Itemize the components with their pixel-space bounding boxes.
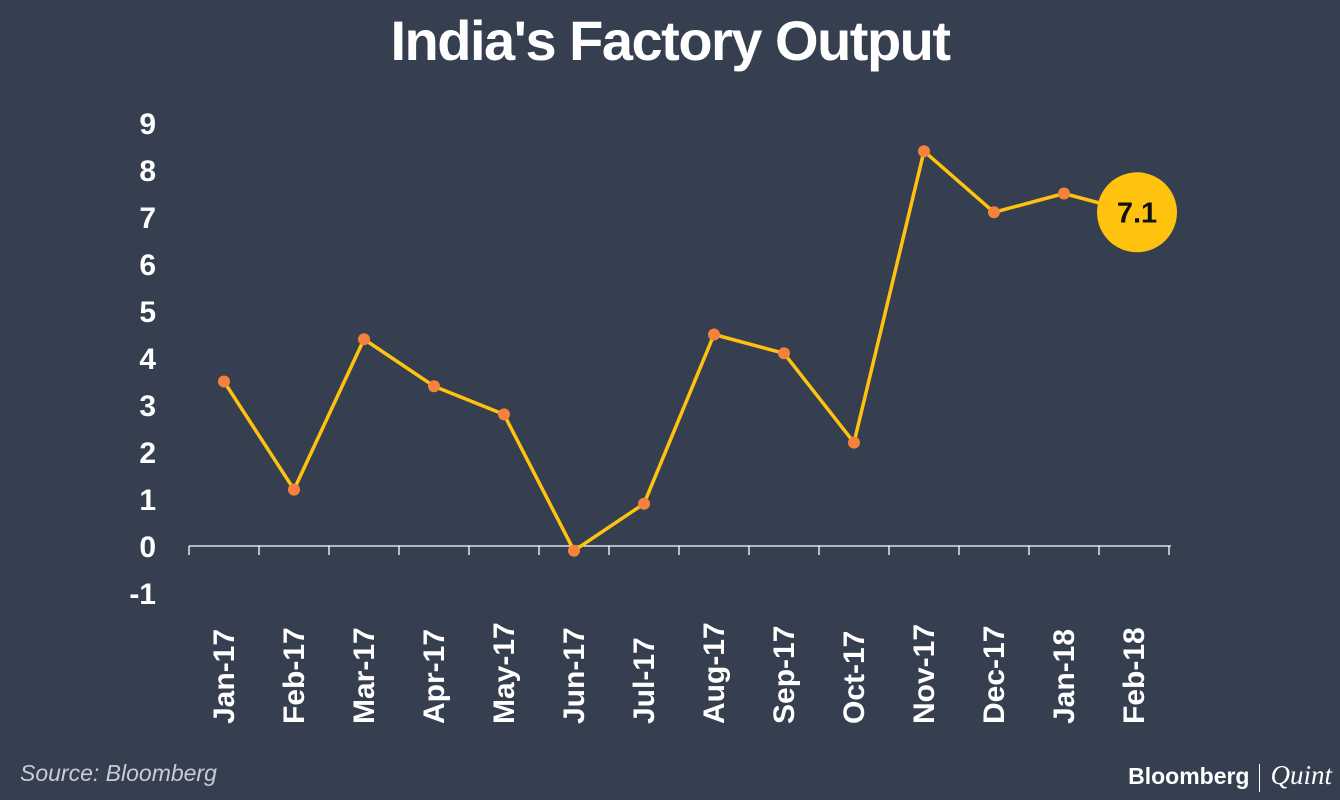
- series-line: [222, 149, 1135, 553]
- y-tick-label: 7: [139, 202, 156, 235]
- data-point: [358, 333, 370, 346]
- last-value-callout: 7.1: [1097, 172, 1177, 253]
- x-tick-label: Dec-17: [978, 626, 1011, 724]
- x-tick-label: Oct-17: [838, 631, 871, 724]
- brand-logo: Bloomberg Quint: [1128, 760, 1332, 792]
- data-point: [218, 375, 230, 388]
- chart-title: India's Factory Output: [390, 9, 951, 72]
- data-point: [708, 328, 720, 341]
- y-tick-label: 3: [139, 390, 156, 423]
- brand-primary: Bloomberg: [1128, 763, 1250, 789]
- y-tick-label: 8: [139, 155, 156, 188]
- data-point: [918, 145, 930, 158]
- callout-circle: [1097, 172, 1177, 253]
- x-tick-label: Jun-17: [558, 627, 591, 724]
- y-tick-label: 0: [139, 531, 156, 564]
- data-point: [568, 544, 580, 557]
- y-tick-label: -1: [129, 578, 156, 611]
- data-point: [288, 483, 300, 496]
- y-tick-label: 5: [139, 296, 156, 329]
- y-tick-label: 6: [139, 249, 156, 282]
- y-axis: 9 8 7 6 5 4 3 2 1 0 -1: [129, 108, 156, 611]
- data-point: [1058, 187, 1070, 200]
- x-tick-label: Feb-18: [1118, 627, 1151, 724]
- x-tick-label: Jan-17: [208, 629, 241, 724]
- x-tick-label: Nov-17: [908, 624, 941, 724]
- x-tick-label: Jul-17: [628, 637, 661, 724]
- y-tick-label: 9: [139, 108, 156, 141]
- data-point: [848, 436, 860, 449]
- data-series: [218, 145, 1135, 557]
- x-tick-label: Aug-17: [698, 622, 731, 724]
- x-tick-label: Mar-17: [348, 627, 381, 724]
- y-tick-label: 2: [139, 437, 156, 470]
- brand-separator: [1259, 763, 1261, 792]
- y-tick-label: 1: [139, 484, 156, 517]
- data-point: [428, 380, 440, 393]
- data-point: [778, 347, 790, 360]
- y-tick-label: 4: [139, 343, 156, 376]
- x-tick-label: Feb-17: [278, 627, 311, 724]
- x-tick-label: Apr-17: [418, 629, 451, 724]
- source-note: Source: Bloomberg: [20, 760, 217, 786]
- x-tick-label: Jan-18: [1048, 629, 1081, 724]
- data-point: [988, 206, 1000, 219]
- x-axis: Jan-17 Feb-17 Mar-17 Apr-17 May-17 Jun-17 Jul-…: [188, 545, 1171, 724]
- data-point: [498, 408, 510, 421]
- x-tick-label: May-17: [488, 622, 521, 724]
- x-tick-label: Sep-17: [768, 626, 801, 724]
- callout-label: 7.1: [1117, 197, 1157, 229]
- data-point: [638, 497, 650, 510]
- brand-secondary: Quint: [1270, 760, 1332, 790]
